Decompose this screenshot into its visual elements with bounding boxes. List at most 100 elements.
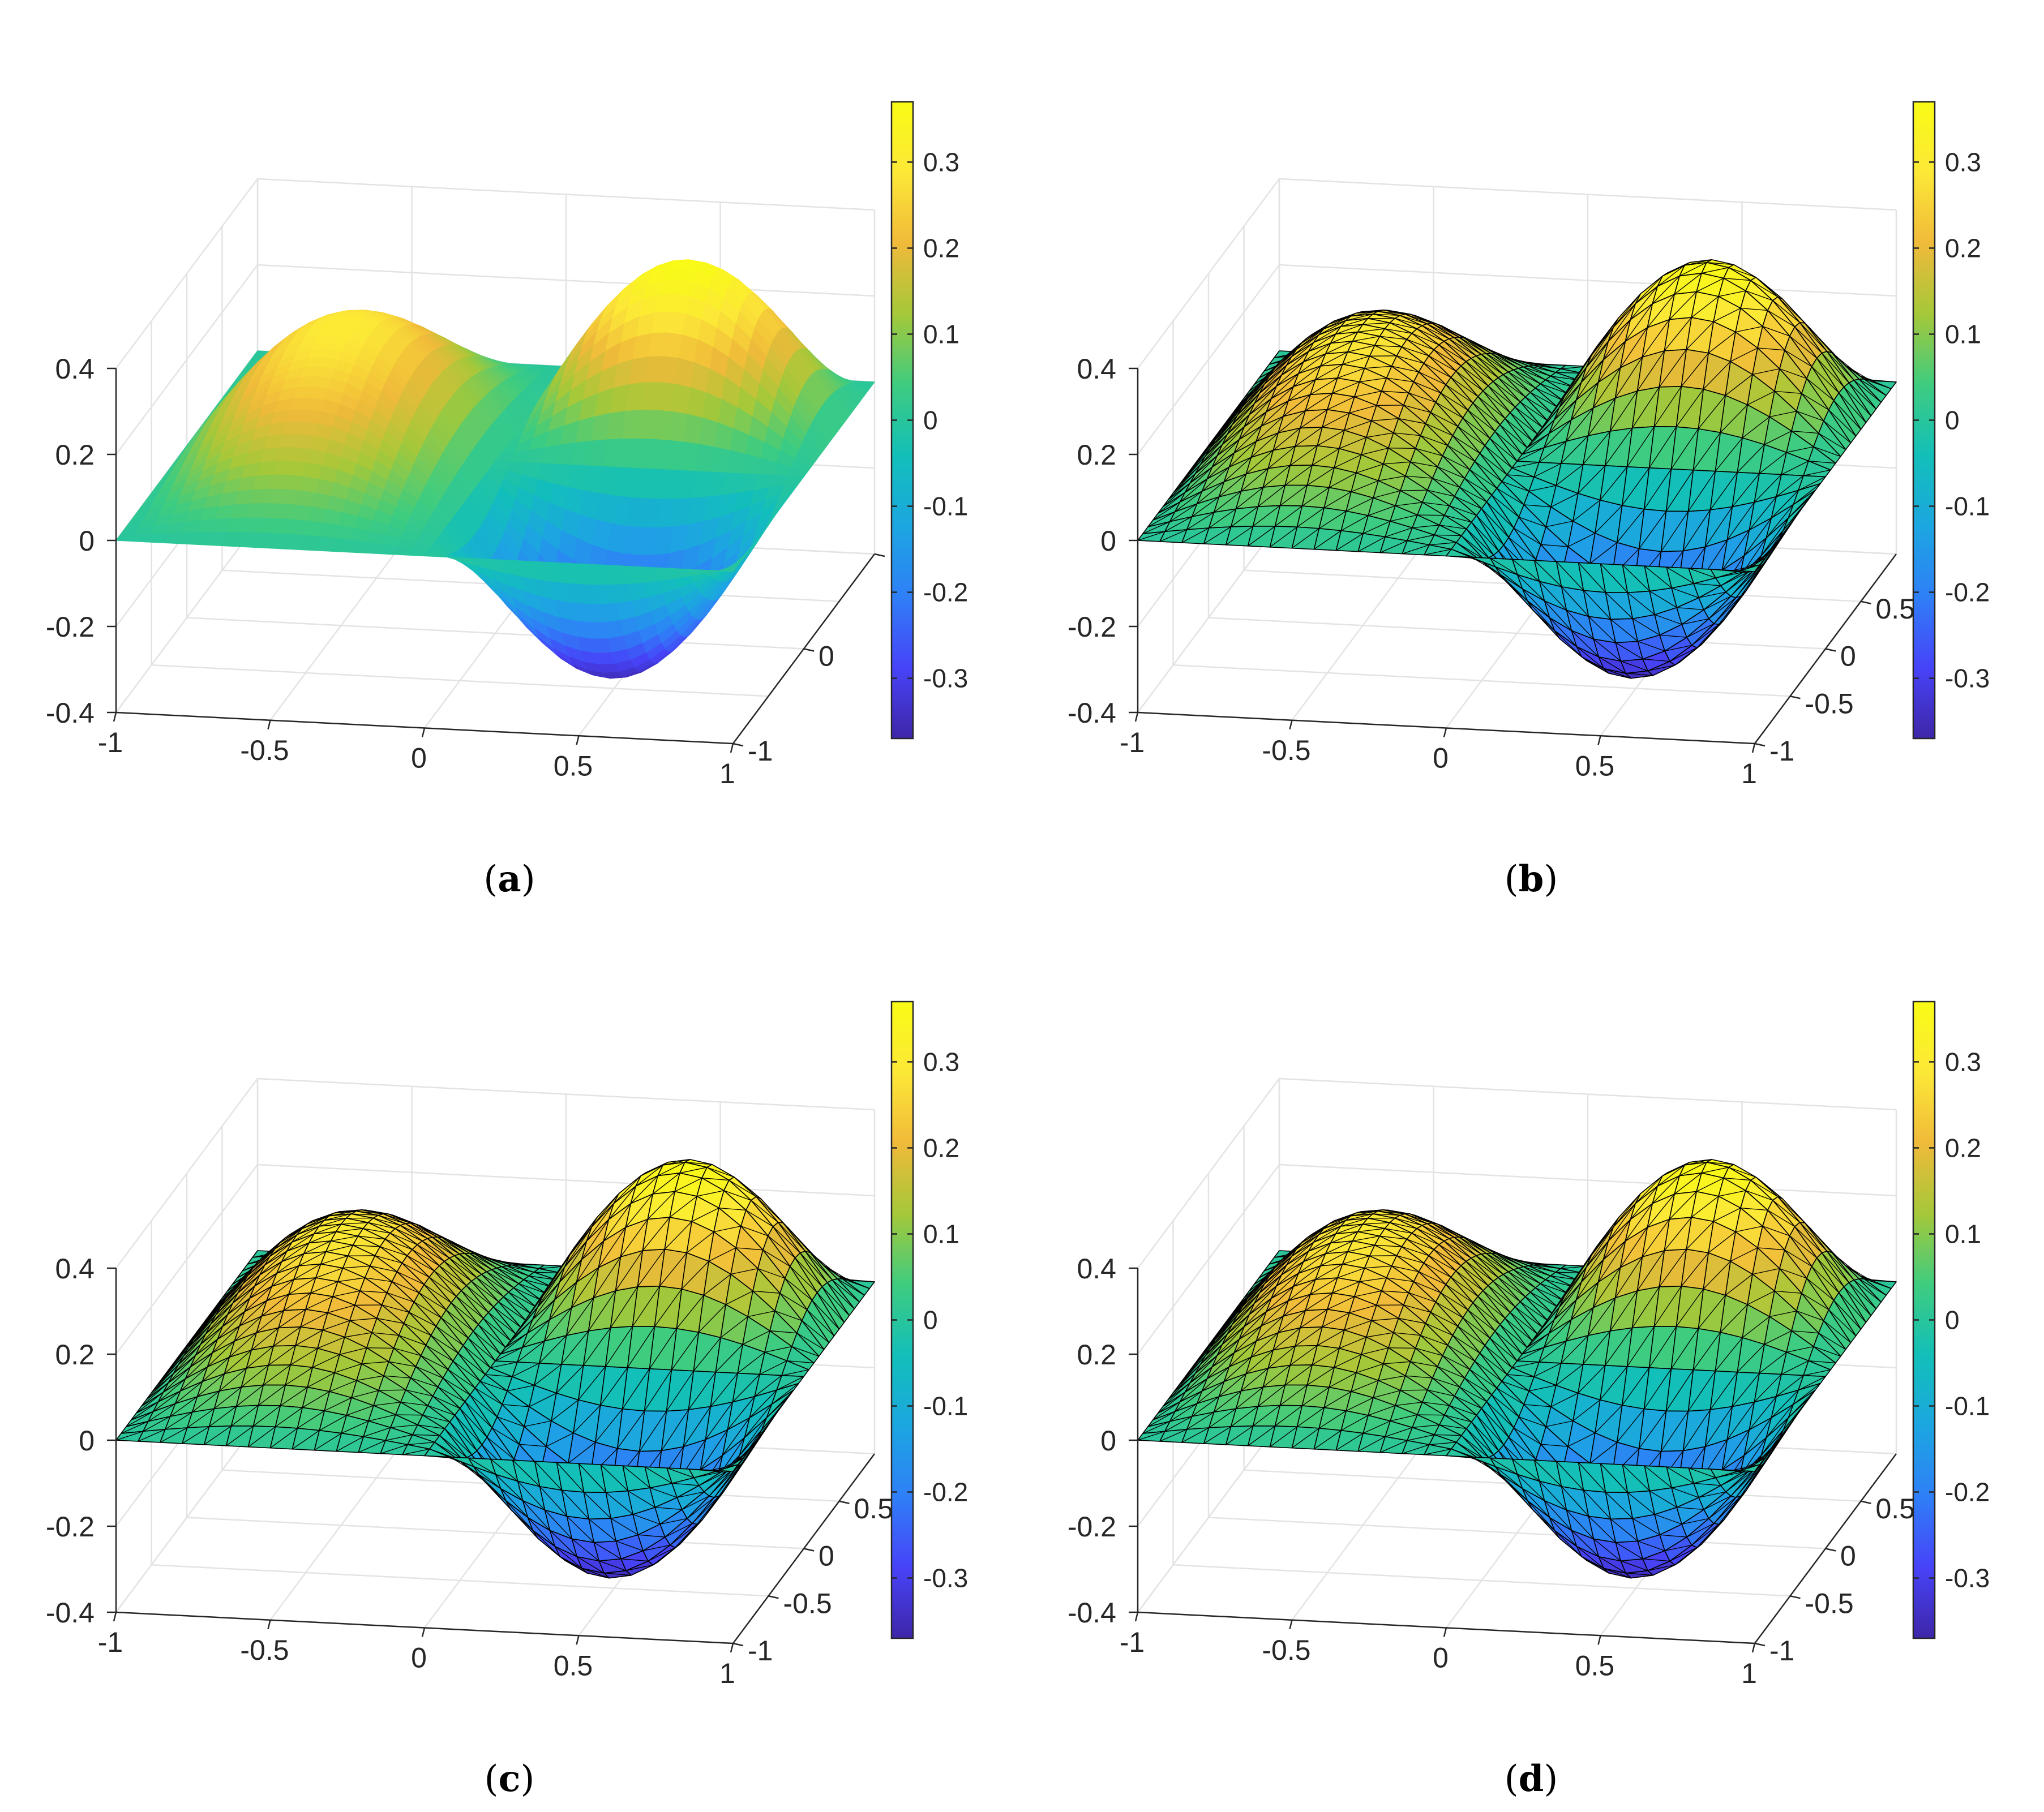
x-tick-label: -0.5 bbox=[240, 735, 289, 766]
z-tick-label: -0.4 bbox=[46, 697, 95, 729]
panel-label: (c) bbox=[485, 1758, 535, 1800]
x-tick-label: 0 bbox=[1433, 1642, 1449, 1674]
z-tick-label: 0 bbox=[79, 525, 95, 557]
colorbar-tick-label: 0 bbox=[1945, 406, 1960, 435]
y-tick-label: -1 bbox=[1769, 1635, 1794, 1667]
x-tick-label: -1 bbox=[98, 1626, 123, 1658]
x-tick-label: -1 bbox=[1120, 1626, 1145, 1658]
axes: -1 -0.5 0 0.5 1 -1 -0.5 0 0.5 -0.4 -0.2 0 0.2 0.4 bbox=[1068, 1253, 1915, 1689]
colorbar-tick-label: 0.1 bbox=[1945, 319, 1981, 349]
y-tick-label: 0 bbox=[819, 1540, 834, 1572]
z-tick-label: 0 bbox=[79, 1425, 95, 1457]
z-tick-label: 0.4 bbox=[55, 353, 95, 385]
panel-label: (a) bbox=[483, 858, 535, 900]
z-tick-label: -0.2 bbox=[46, 1511, 95, 1543]
colorbar-tick-label: 0.1 bbox=[1945, 1219, 1981, 1248]
colorbar-tick-label: 0.2 bbox=[923, 1133, 959, 1162]
panel-label-letter: d bbox=[1519, 1758, 1544, 1800]
x-tick-label: 0.5 bbox=[554, 1650, 593, 1681]
colorbar-tick-label: -0.2 bbox=[923, 578, 968, 607]
y-tick-label: -0.5 bbox=[1805, 688, 1854, 719]
colorbar-tick-label: -0.1 bbox=[923, 1392, 968, 1421]
x-tick-label: 0 bbox=[411, 742, 427, 774]
colorbar-tick-label: 0.3 bbox=[1945, 1047, 1981, 1076]
colorbar-tick-label: -0.1 bbox=[1945, 1392, 1990, 1421]
x-tick-label: 0.5 bbox=[1575, 750, 1615, 782]
panel-a: -1-0.500.51-101-0.4-0.200.20.40.30.20.10… bbox=[46, 101, 968, 900]
colorbar-tick-label: 0.3 bbox=[1945, 147, 1981, 177]
panel-label: (b) bbox=[1505, 858, 1558, 900]
x-tick-label: -0.5 bbox=[240, 1634, 289, 1666]
colorbar-tick-label: -0.1 bbox=[923, 492, 968, 521]
surface bbox=[1137, 1159, 1897, 1579]
x-tick-label: 0.5 bbox=[554, 750, 593, 782]
x-tick-label: 0 bbox=[411, 1642, 427, 1674]
colorbar-tick-label: -0.1 bbox=[1945, 492, 1990, 521]
panel-c: -1 -0.5 0 0.5 1-1-0.500.5-0.4-0.200.20.40.30… bbox=[46, 1001, 968, 1800]
y-tick-label: -1 bbox=[1769, 735, 1794, 767]
z-tick-label: -0.4 bbox=[1068, 1597, 1116, 1629]
x-tick-label: -0.5 bbox=[1262, 735, 1310, 766]
y-tick-label: -0.5 bbox=[1805, 1587, 1854, 1619]
z-tick-label: 0.2 bbox=[55, 1339, 95, 1371]
panel-label-letter: a bbox=[498, 858, 521, 900]
x-tick-label: 1 bbox=[1741, 1658, 1757, 1689]
colorbar: 0.3 0.2 0.1 0 -0.1 -0.2 -0.3 bbox=[1912, 1001, 1990, 1639]
axes: -1 -0.5 0 0.5 1 -1 -0.5 0 0.5 -0.4 -0.2 0 0.2 0.4 bbox=[1068, 353, 1915, 789]
x-tick-label: 1 bbox=[719, 758, 735, 789]
x-tick-label: 1 bbox=[719, 1658, 735, 1689]
colorbar-tick-label: 0.3 bbox=[923, 147, 959, 177]
panel-b: -1 -0.5 0 0.5 1 -1 -0.5 0 0.5 -0.4 -0.2 0 0.2 0.4 0.3 0… bbox=[1068, 101, 1990, 900]
panel-label: (d) bbox=[1505, 1758, 1558, 1800]
colorbar-tick-label: -0.3 bbox=[1945, 664, 1990, 693]
colorbar-tick-label: -0.2 bbox=[1945, 578, 1990, 607]
z-tick-label: 0 bbox=[1100, 1425, 1116, 1457]
axes: -1-0.500.51-101-0.4-0.200.20.4 bbox=[46, 353, 905, 789]
z-tick-label: -0.2 bbox=[1068, 1511, 1116, 1543]
colorbar-tick-label: -0.2 bbox=[1945, 1478, 1990, 1507]
colorbar-tick-label: 0.1 bbox=[923, 1219, 959, 1248]
x-tick-label: -0.5 bbox=[1262, 1634, 1310, 1666]
y-tick-label: -1 bbox=[748, 735, 773, 767]
surface bbox=[115, 259, 876, 679]
y-tick-label: 0.5 bbox=[1876, 593, 1916, 625]
colorbar-tick-label: -0.2 bbox=[923, 1478, 968, 1507]
colorbar-tick-label: 0.1 bbox=[923, 319, 959, 349]
x-tick-label: 0.5 bbox=[1575, 1650, 1615, 1681]
z-tick-label: -0.4 bbox=[46, 1597, 95, 1629]
axes: -1 -0.5 0 0.5 1 -1 -0.5 0 0.5 -0.4 -0.2 0 0.2 0.4 bbox=[46, 1253, 893, 1689]
colorbar-tick-label: 0 bbox=[923, 406, 938, 435]
colorbar-tick-label: -0.3 bbox=[923, 664, 968, 693]
z-tick-label: -0.2 bbox=[46, 611, 95, 643]
z-tick-label: -0.2 bbox=[1068, 611, 1116, 643]
colorbar: 0.3 0.2 0.1 0 -0.1 -0.2 -0.3 bbox=[890, 1001, 968, 1639]
x-tick-label: 1 bbox=[1741, 758, 1757, 789]
panel-d: -1 -0.5 0 0.5 1 -1 -0.5 0 0.5 -0.4 -0.2 0 0.2 0.4 0.3 0… bbox=[1068, 1001, 1990, 1800]
y-tick-label: 0 bbox=[1840, 641, 1856, 672]
x-tick-label: -1 bbox=[1120, 727, 1145, 758]
x-tick-label: -1 bbox=[98, 727, 123, 758]
z-tick-label: -0.4 bbox=[1068, 697, 1116, 729]
colorbar-tick-label: 0 bbox=[923, 1306, 938, 1335]
y-tick-label: 0.5 bbox=[854, 1493, 894, 1525]
colorbar: 0.3 0.2 0.1 0 -0.1 -0.2 -0.3 bbox=[1912, 101, 1990, 740]
panel-label-letter: c bbox=[499, 1758, 521, 1800]
z-tick-label: 0 bbox=[1100, 525, 1116, 557]
z-tick-label: 0.4 bbox=[1077, 353, 1116, 385]
y-tick-label: 0 bbox=[819, 641, 834, 672]
z-tick-label: 0.4 bbox=[1077, 1253, 1116, 1285]
z-tick-label: 0.2 bbox=[55, 439, 95, 471]
z-tick-label: 0.2 bbox=[1077, 1339, 1116, 1371]
surface bbox=[1137, 259, 1897, 679]
colorbar-tick-label: 0.3 bbox=[923, 1047, 959, 1076]
z-tick-label: 0.2 bbox=[1077, 439, 1116, 471]
y-tick-label: 0 bbox=[1840, 1540, 1856, 1572]
y-tick-label: 0.5 bbox=[1876, 1493, 1916, 1525]
colorbar-tick-label: 0.2 bbox=[1945, 1133, 1981, 1162]
y-tick-label: -1 bbox=[748, 1635, 773, 1667]
y-tick-label: -0.5 bbox=[783, 1587, 832, 1619]
colorbar-tick-label: 0.2 bbox=[923, 233, 959, 263]
colorbar-tick-label: -0.3 bbox=[923, 1564, 968, 1593]
colorbar-tick-label: -0.3 bbox=[1945, 1564, 1990, 1593]
